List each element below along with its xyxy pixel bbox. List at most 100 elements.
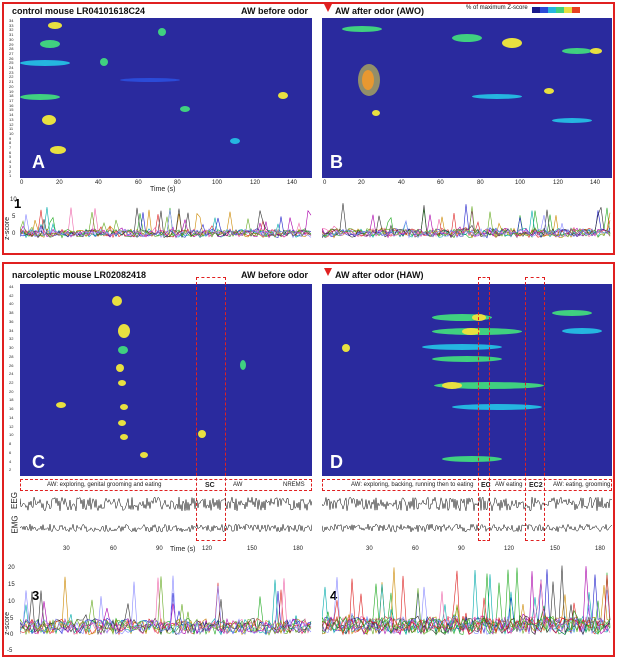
y-tick: 14: [9, 414, 14, 420]
emg-trace-right: [322, 523, 612, 533]
heatmap-c: [20, 284, 312, 476]
color-legend: [532, 7, 580, 13]
y-tick: 20: [9, 83, 14, 89]
y-tick: 40: [9, 301, 14, 307]
y-tick: 28: [9, 353, 14, 359]
y-tick: 18: [9, 93, 14, 99]
y-tick: 17: [9, 98, 14, 103]
y-tick: 6: [9, 149, 12, 155]
bottom-zscore-tick-neg5: -5: [7, 648, 13, 654]
heatmap-d: [322, 284, 612, 476]
trace-line: [322, 567, 611, 636]
y-tick: 10: [9, 130, 14, 136]
bottom-zscore-tick-5: 5: [10, 616, 14, 622]
ec2-highlight-box: [525, 277, 545, 541]
y-tick: 25: [9, 60, 14, 66]
y-tick: 12: [9, 121, 14, 127]
legend-title: % of maximum Z-score: [466, 5, 528, 11]
behaviour-strip-left: AW: exploring, genital grooming and eati…: [20, 479, 312, 491]
signal-line: [322, 496, 612, 512]
trace-plot-3: [20, 575, 312, 636]
y-tick: 4: [9, 458, 12, 464]
trace-plot-4: [322, 565, 611, 636]
y-tick: 9: [9, 135, 12, 141]
top-zscore-label: z-score: [3, 217, 11, 240]
eeg-label: EEG: [9, 492, 19, 509]
bottom-zscore-tick-0: 0: [10, 632, 14, 638]
emg-label: EMG: [10, 515, 20, 534]
y-tick: 2: [9, 168, 12, 174]
eeg-trace-left: [20, 496, 312, 512]
trace-plot-2: [322, 203, 611, 239]
y-tick: 42: [9, 292, 14, 298]
trace-line: [322, 215, 611, 239]
y-tick: 18: [9, 397, 14, 403]
y-tick: 22: [9, 74, 14, 80]
bottom-left-title: narcoleptic mouse LR02082418: [12, 270, 147, 280]
red-arrow-icon: [324, 4, 332, 12]
y-tick: 5: [9, 154, 12, 160]
y-tick: 38: [9, 310, 14, 316]
panel-4-label: 4: [330, 588, 338, 603]
y-tick: 31: [9, 32, 14, 38]
y-tick: 24: [9, 65, 14, 71]
trace-line: [20, 207, 312, 238]
y-tick: 11: [9, 126, 14, 132]
y-tick: 3: [9, 163, 12, 169]
panel-d-label: D: [330, 452, 343, 472]
eeg-trace-right: [322, 496, 612, 512]
trace-plot-1: [20, 207, 312, 239]
trace-line: [20, 582, 312, 636]
y-tick: 23: [9, 69, 14, 75]
y-tick: 36: [9, 318, 14, 324]
y-tick: 1: [9, 173, 12, 179]
behaviour-strip-right: AW: exploring, backing, running then to …: [322, 479, 612, 491]
y-tick: 34: [9, 18, 14, 23]
top-y-axis: 34 33 32 31 30 29 28 27 26 25 24 23 22 21 20 19 18 17 16 15…: [9, 18, 20, 178]
panel-3-label: 3: [32, 588, 40, 603]
y-tick: 26: [9, 362, 14, 368]
y-tick: 14: [9, 112, 14, 118]
y-tick: 22: [9, 380, 14, 385]
heatmap-a: [20, 18, 312, 178]
y-tick: 29: [9, 41, 14, 47]
y-tick: 16: [9, 102, 14, 108]
y-tick: 10: [9, 432, 14, 438]
trace-line: [20, 575, 312, 635]
y-tick: 20: [9, 388, 14, 394]
y-tick: 21: [9, 79, 14, 85]
ec-highlight-box: [478, 277, 490, 541]
signal-line: [20, 523, 312, 533]
sc-highlight-box: [196, 277, 226, 541]
trace-line: [322, 203, 611, 239]
y-tick: 44: [9, 284, 14, 289]
bottom-zscore-tick-20: 20: [8, 565, 15, 571]
y-tick: 19: [9, 88, 14, 94]
trace-line: [322, 565, 611, 635]
top-zscore-tick-0: 0: [12, 231, 16, 237]
panel-c-label: C: [32, 452, 45, 472]
top-zscore-tick-5: 5: [12, 214, 16, 220]
trace-line: [322, 577, 611, 635]
trace-line: [20, 209, 312, 238]
trace-line: [20, 590, 312, 636]
trace-line: [20, 601, 312, 636]
bottom-zscore-tick-10: 10: [8, 599, 15, 605]
y-tick: 30: [9, 345, 14, 351]
bottom-y-axis: 44 42 40 38 36 34 32 30 28 26 24 22 20 18 16 14 12 10 8 6 4 2: [9, 284, 20, 476]
panel-1-label: 1: [14, 196, 22, 211]
y-tick: 13: [9, 116, 14, 122]
signal-line: [20, 496, 312, 512]
y-tick: 28: [9, 46, 14, 52]
y-tick: 8: [9, 441, 12, 447]
trace-line: [20, 579, 312, 636]
y-tick: 12: [9, 423, 14, 429]
red-arrow-icon-2: [324, 268, 332, 276]
trace-line: [322, 580, 611, 635]
y-tick: 16: [9, 406, 14, 412]
y-tick: 7: [9, 145, 12, 151]
y-tick: 8: [9, 140, 12, 146]
y-tick: 30: [9, 36, 14, 42]
panel-b-label: B: [330, 152, 343, 172]
control-mouse-frame: [2, 2, 615, 255]
